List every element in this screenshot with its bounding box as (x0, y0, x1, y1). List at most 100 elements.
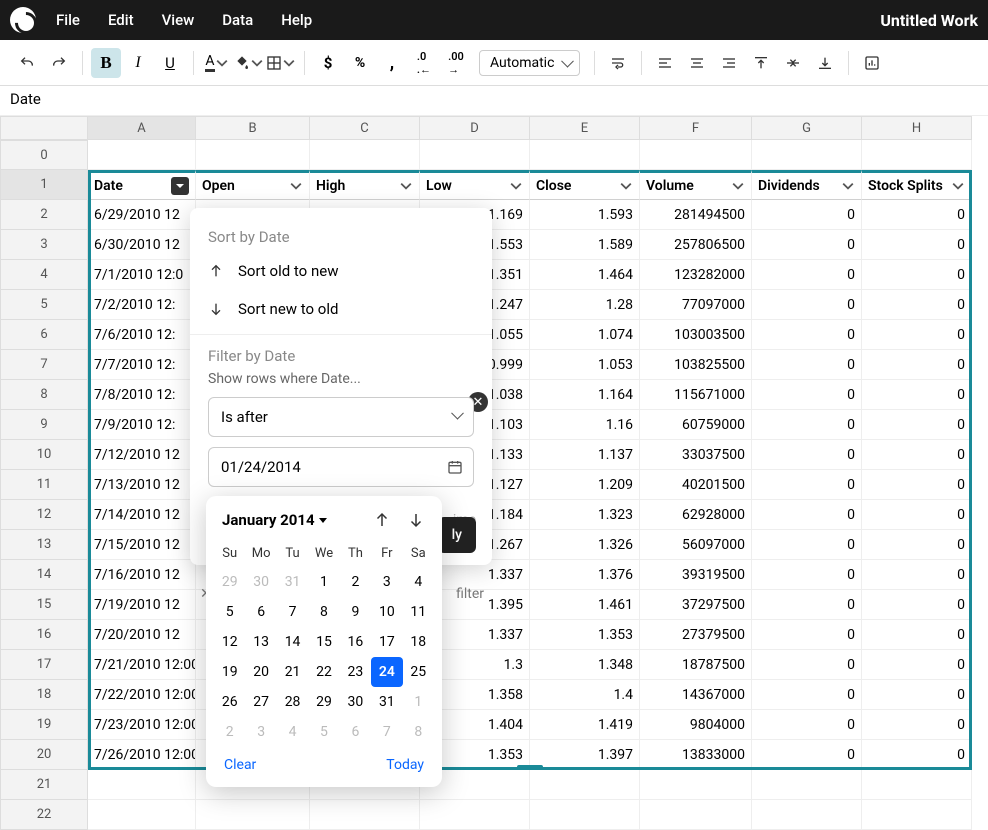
cell[interactable]: 7/9/2010 12: (88, 410, 196, 440)
cell[interactable]: 37297500 (640, 590, 752, 620)
calendar-clear-button[interactable]: Clear (224, 757, 256, 773)
row-header[interactable]: 19 (0, 710, 88, 740)
calendar-day-next[interactable]: 8 (403, 717, 434, 747)
calendar-day-next[interactable]: 5 (308, 717, 339, 747)
cell[interactable]: 0 (752, 500, 862, 530)
sort-new-to-old[interactable]: Sort new to old (190, 290, 492, 328)
cell[interactable]: 7/7/2010 12: (88, 350, 196, 380)
cell[interactable]: 1.4 (530, 680, 640, 710)
add-filter-hint[interactable]: filter (456, 586, 484, 602)
calendar-day[interactable]: 4 (403, 567, 434, 597)
cell[interactable]: 1.419 (530, 710, 640, 740)
calendar-day[interactable]: 16 (340, 627, 371, 657)
cell[interactable]: 0 (752, 380, 862, 410)
column-header-A[interactable]: A (88, 116, 196, 140)
borders-button[interactable] (266, 48, 296, 78)
cell[interactable]: 0 (862, 560, 972, 590)
cell[interactable] (310, 140, 420, 170)
cell[interactable]: 0 (752, 350, 862, 380)
text-color-button[interactable]: A (202, 48, 232, 78)
calendar-day[interactable]: 27 (245, 687, 276, 717)
cell[interactable] (862, 800, 972, 830)
cell[interactable]: 0 (862, 440, 972, 470)
chevron-down-icon[interactable] (841, 179, 855, 193)
calendar-day[interactable]: 18 (403, 627, 434, 657)
calendar-day[interactable]: 22 (308, 657, 339, 687)
row-header[interactable]: 6 (0, 320, 88, 350)
cell[interactable]: 0 (752, 620, 862, 650)
calendar-day[interactable]: 30 (340, 687, 371, 717)
cell[interactable]: 1.209 (530, 470, 640, 500)
calendar-day[interactable]: 14 (277, 627, 308, 657)
cell[interactable] (88, 140, 196, 170)
row-header[interactable]: 5 (0, 290, 88, 320)
sort-old-to-new[interactable]: Sort old to new (190, 252, 492, 290)
cell[interactable]: 1.397 (530, 740, 640, 770)
cell[interactable]: 103003500 (640, 320, 752, 350)
cell[interactable]: 14367000 (640, 680, 752, 710)
table-header-low[interactable]: Low (420, 170, 530, 200)
calendar-day[interactable]: 8 (308, 597, 339, 627)
calendar-day[interactable]: 6 (245, 597, 276, 627)
cell[interactable]: 1.053 (530, 350, 640, 380)
cell[interactable]: 0 (862, 530, 972, 560)
increase-decimal-button[interactable]: .00→ (441, 48, 471, 78)
chevron-down-icon[interactable] (951, 179, 965, 193)
align-middle-button[interactable] (778, 48, 808, 78)
calendar-day[interactable]: 9 (340, 597, 371, 627)
cell[interactable]: 56097000 (640, 530, 752, 560)
name-box[interactable]: Date (0, 86, 988, 116)
cell[interactable] (530, 800, 640, 830)
table-header-close[interactable]: Close (530, 170, 640, 200)
cell[interactable]: 0 (862, 590, 972, 620)
cell[interactable]: 1.348 (530, 650, 640, 680)
bold-button[interactable]: B (91, 48, 121, 78)
italic-button[interactable]: I (123, 48, 153, 78)
row-header[interactable]: 1 (0, 170, 88, 200)
cell[interactable] (752, 140, 862, 170)
cell[interactable] (88, 800, 196, 830)
calendar-day[interactable]: 29 (308, 687, 339, 717)
cell[interactable]: 1.326 (530, 530, 640, 560)
cell[interactable]: 7/26/2010 12:00 (88, 740, 196, 770)
cell[interactable]: 0 (862, 680, 972, 710)
cell[interactable]: 0 (862, 200, 972, 230)
cell[interactable]: 0 (862, 260, 972, 290)
cell[interactable]: 1.28 (530, 290, 640, 320)
calendar-day[interactable]: 11 (403, 597, 434, 627)
cell[interactable]: 7/21/2010 12:00 (88, 650, 196, 680)
cell[interactable]: 0 (862, 230, 972, 260)
filter-date-input[interactable] (208, 447, 474, 487)
menu-data[interactable]: Data (222, 11, 253, 29)
cell[interactable]: 0 (752, 710, 862, 740)
calendar-day-prev[interactable]: 31 (277, 567, 308, 597)
row-header[interactable]: 12 (0, 500, 88, 530)
row-header[interactable]: 4 (0, 260, 88, 290)
cell[interactable]: 0 (862, 290, 972, 320)
cell[interactable]: 0 (752, 440, 862, 470)
table-header-date[interactable]: Date (88, 170, 196, 200)
cell[interactable]: 1.16 (530, 410, 640, 440)
cell[interactable]: 0 (862, 710, 972, 740)
row-header[interactable]: 8 (0, 380, 88, 410)
row-header[interactable]: 18 (0, 680, 88, 710)
insert-chart-button[interactable] (857, 48, 887, 78)
align-top-button[interactable] (746, 48, 776, 78)
cell[interactable]: 62928000 (640, 500, 752, 530)
cell[interactable]: 1.464 (530, 260, 640, 290)
cell[interactable]: 0 (752, 650, 862, 680)
cell[interactable]: 7/19/2010 12 (88, 590, 196, 620)
cell[interactable]: 7/6/2010 12: (88, 320, 196, 350)
row-header[interactable]: 14 (0, 560, 88, 590)
filter-active-icon[interactable] (171, 177, 189, 195)
column-header-C[interactable]: C (310, 116, 420, 140)
cell[interactable]: 0 (752, 410, 862, 440)
cell[interactable]: 33037500 (640, 440, 752, 470)
cell[interactable] (862, 140, 972, 170)
cell[interactable]: 0 (752, 740, 862, 770)
calendar-day[interactable]: 1 (308, 567, 339, 597)
menu-edit[interactable]: Edit (108, 11, 134, 29)
column-header-B[interactable]: B (196, 116, 310, 140)
filter-condition-select[interactable]: Is after (208, 397, 474, 437)
number-format-select[interactable]: Automatic (479, 50, 580, 76)
